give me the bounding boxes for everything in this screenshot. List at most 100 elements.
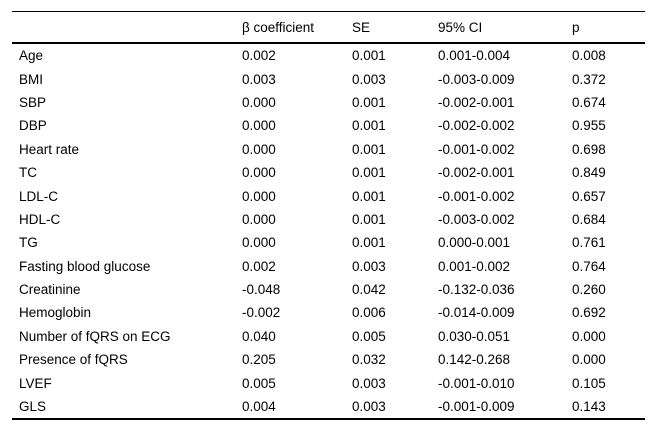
table-body: Age 0.002 0.001 0.001-0.004 0.008 BMI 0.003 0.0… — [12, 43, 645, 419]
beta-value: -0.002 — [242, 305, 281, 321]
ci-value: 0.001-0.004 — [438, 48, 511, 64]
p-value: 0.684 — [572, 211, 606, 227]
header-p: p — [572, 19, 580, 35]
header-se: SE — [352, 19, 371, 35]
row-label: DBP — [19, 118, 47, 134]
ci-value: 0.030-0.051 — [438, 328, 511, 344]
table-row: GLS 0.004 0.003 -0.001-0.009 0.143 — [12, 395, 645, 419]
se-value: 0.001 — [352, 94, 386, 110]
univariate-regression-table: β coefficient SE 95% CI p Age 0.002 0.001 0… — [12, 11, 645, 421]
row-label: Creatinine — [19, 282, 81, 298]
beta-value: 0.000 — [242, 188, 276, 204]
se-value: 0.001 — [352, 211, 386, 227]
table-row: Fasting blood glucose 0.002 0.003 0.001-0.0… — [12, 255, 645, 278]
ci-value: -0.003-0.002 — [438, 211, 515, 227]
se-value: 0.003 — [352, 258, 386, 274]
row-label: LVEF — [19, 375, 52, 391]
table-row: SBP 0.000 0.001 -0.002-0.001 0.674 — [12, 91, 645, 114]
row-label: GLS — [19, 399, 47, 415]
ci-value: 0.001-0.002 — [438, 258, 511, 274]
ci-value: 0.000-0.001 — [438, 235, 511, 251]
se-value: 0.042 — [352, 282, 386, 298]
se-value: 0.001 — [352, 141, 386, 157]
ci-value: -0.002-0.001 — [438, 165, 515, 181]
beta-value: 0.000 — [242, 165, 276, 181]
ci-value: -0.014-0.009 — [438, 305, 515, 321]
header-95-ci: 95% CI — [438, 19, 483, 35]
header-row: β coefficient SE 95% CI p — [12, 12, 645, 44]
table-row: Number of fQRS on ECG 0.040 0.005 0.030-0.0… — [12, 325, 645, 348]
se-value: 0.006 — [352, 305, 386, 321]
table-row: TC 0.000 0.001 -0.002-0.001 0.849 — [12, 161, 645, 184]
ci-value: -0.002-0.002 — [438, 118, 515, 134]
row-label: SBP — [19, 94, 47, 110]
ci-value: -0.002-0.001 — [438, 94, 515, 110]
beta-value: 0.040 — [242, 328, 276, 344]
p-value: 0.849 — [572, 165, 606, 181]
p-value: 0.764 — [572, 258, 606, 274]
table-row: LVEF 0.005 0.003 -0.001-0.010 0.105 — [12, 371, 645, 394]
se-value: 0.003 — [352, 375, 386, 391]
se-value: 0.005 — [352, 328, 386, 344]
p-value: 0.674 — [572, 94, 606, 110]
row-label: Age — [19, 48, 44, 64]
table-row: BMI 0.003 0.003 -0.003-0.009 0.372 — [12, 67, 645, 90]
se-value: 0.003 — [352, 71, 386, 87]
table-row: Creatinine -0.048 0.042 -0.132-0.036 0.260 — [12, 278, 645, 301]
p-value: 0.692 — [572, 305, 606, 321]
row-label: HDL-C — [19, 211, 61, 227]
beta-value: 0.000 — [242, 211, 276, 227]
beta-value: 0.000 — [242, 235, 276, 251]
header-variable — [12, 12, 242, 44]
row-label: TC — [19, 165, 37, 181]
row-label: TG — [19, 235, 38, 251]
p-value: 0.105 — [572, 375, 606, 391]
row-label: Presence of fQRS — [19, 352, 128, 368]
table-row: Presence of fQRS 0.205 0.032 0.142-0.268 0.0… — [12, 348, 645, 371]
se-value: 0.001 — [352, 118, 386, 134]
se-value: 0.003 — [352, 399, 386, 415]
se-value: 0.001 — [352, 235, 386, 251]
table-row: Age 0.002 0.001 0.001-0.004 0.008 — [12, 43, 645, 67]
p-value: 0.260 — [572, 282, 606, 298]
table-row: Heart rate 0.000 0.001 -0.001-0.002 0.698 — [12, 138, 645, 161]
table-row: TG 0.000 0.001 0.000-0.001 0.761 — [12, 231, 645, 254]
ci-value: -0.001-0.002 — [438, 141, 515, 157]
ci-value: -0.001-0.002 — [438, 188, 515, 204]
row-label: BMI — [19, 71, 44, 87]
beta-value: 0.005 — [242, 375, 276, 391]
row-label: Number of fQRS on ECG — [19, 328, 171, 344]
p-value: 0.000 — [572, 352, 606, 368]
p-value: 0.372 — [572, 71, 606, 87]
beta-value: 0.002 — [242, 48, 276, 64]
beta-value: 0.003 — [242, 71, 276, 87]
ci-value: 0.142-0.268 — [438, 352, 511, 368]
p-value: 0.143 — [572, 399, 606, 415]
ci-value: -0.001-0.009 — [438, 399, 515, 415]
beta-value: -0.048 — [242, 282, 281, 298]
table-row: DBP 0.000 0.001 -0.002-0.002 0.955 — [12, 114, 645, 137]
table-row: HDL-C 0.000 0.001 -0.003-0.002 0.684 — [12, 208, 645, 231]
p-value: 0.761 — [572, 235, 606, 251]
beta-value: 0.000 — [242, 141, 276, 157]
ci-value: -0.132-0.036 — [438, 282, 515, 298]
table-header: β coefficient SE 95% CI p — [12, 12, 645, 44]
beta-value: 0.002 — [242, 258, 276, 274]
header-beta-coefficient: β coefficient — [242, 19, 315, 35]
p-value: 0.657 — [572, 188, 606, 204]
ci-value: -0.003-0.009 — [438, 71, 515, 87]
p-value: 0.008 — [572, 48, 606, 64]
table-row: LDL-C 0.000 0.001 -0.001-0.002 0.657 — [12, 184, 645, 207]
se-value: 0.032 — [352, 352, 386, 368]
p-value: 0.000 — [572, 328, 606, 344]
ci-value: -0.001-0.010 — [438, 375, 515, 391]
table-row: Hemoglobin -0.002 0.006 -0.014-0.009 0.692 — [12, 301, 645, 324]
row-label: Hemoglobin — [19, 305, 92, 321]
beta-value: 0.004 — [242, 399, 276, 415]
se-value: 0.001 — [352, 165, 386, 181]
row-label: Heart rate — [19, 141, 80, 157]
regression-table: β coefficient SE 95% CI p Age 0.002 0.001 0… — [12, 11, 645, 421]
row-label: Fasting blood glucose — [19, 258, 151, 274]
se-value: 0.001 — [352, 48, 386, 64]
beta-value: 0.000 — [242, 94, 276, 110]
